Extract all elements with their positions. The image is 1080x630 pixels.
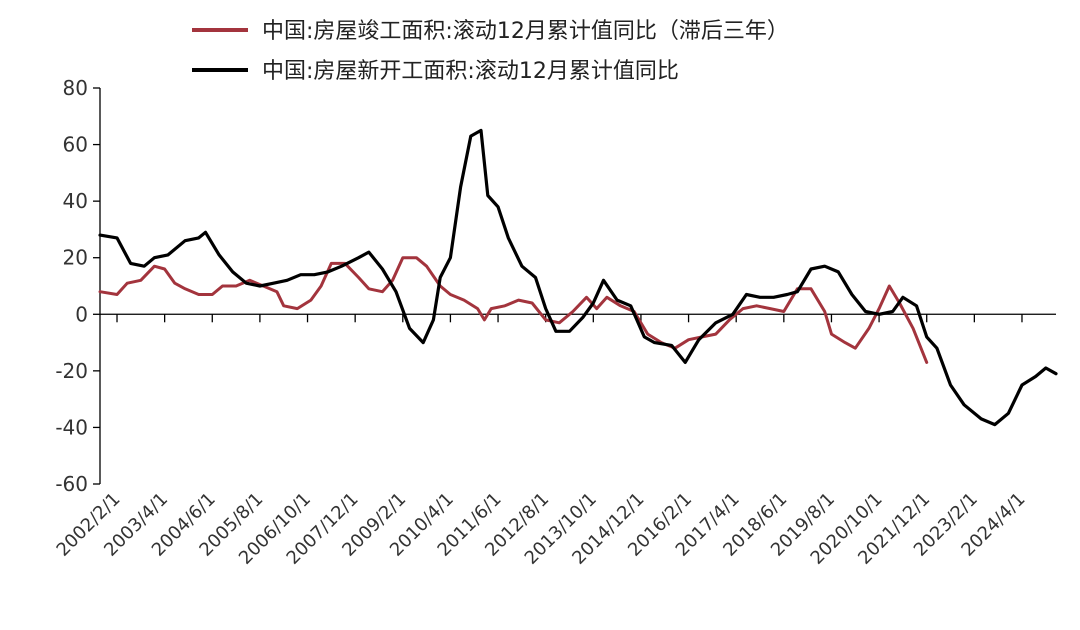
legend: 中国:房屋竣工面积:滚动12月累计值同比（滞后三年） 中国:房屋新开工面积:滚动… <box>192 19 789 84</box>
y-tick-label: 0 <box>75 302 88 326</box>
y-axis-ticks: 80 60 40 20 0 -20 -40 -60 <box>55 76 100 496</box>
y-tick-label: 60 <box>63 133 88 157</box>
series-line-new-starts <box>98 128 1058 427</box>
y-tick-label: -20 <box>55 359 88 383</box>
x-axis-ticks: 2002/2/12003/4/12004/6/12005/8/12006/10/… <box>53 314 1030 569</box>
y-tick-label: 40 <box>63 189 88 213</box>
y-tick-label: -40 <box>55 415 88 439</box>
y-tick-label: -60 <box>55 472 88 496</box>
y-tick-label: 80 <box>63 76 88 100</box>
series-layer <box>98 128 1058 427</box>
legend-label-new-starts: 中国:房屋新开工面积:滚动12月累计值同比 <box>262 59 679 84</box>
series-line-completion <box>98 256 929 364</box>
y-tick-label: 20 <box>63 246 88 270</box>
legend-label-completion: 中国:房屋竣工面积:滚动12月累计值同比（滞后三年） <box>262 19 789 44</box>
